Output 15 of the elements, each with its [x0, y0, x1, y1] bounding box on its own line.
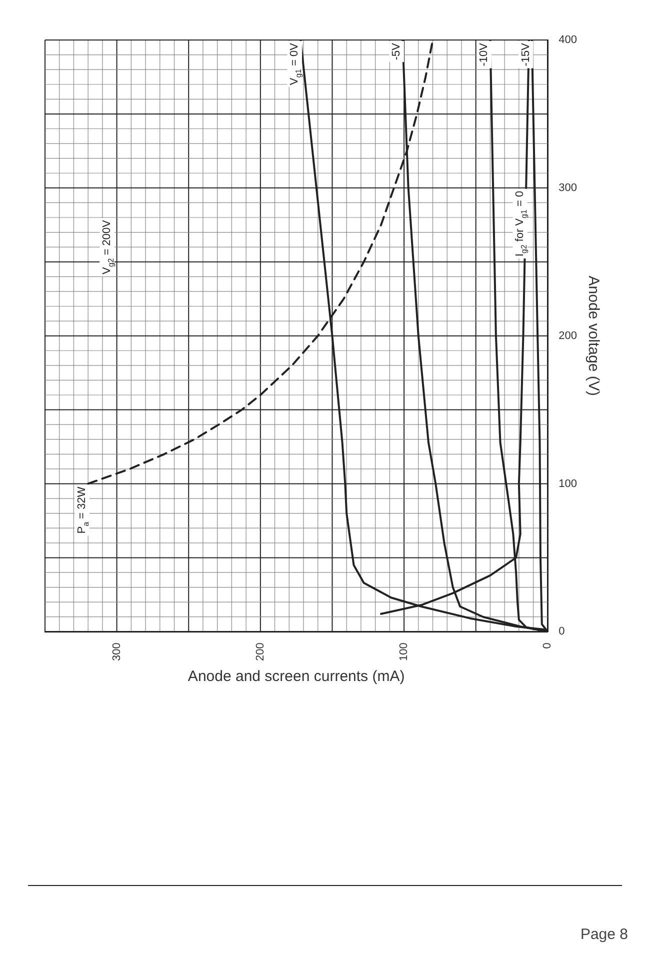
x-axis-title: Anode and screen currents (mA): [188, 668, 405, 686]
y-tick-label: 200: [558, 330, 578, 342]
annotation: -15V: [520, 42, 532, 66]
x-tick-label: 0: [542, 642, 554, 649]
y-tick-label: 300: [558, 182, 578, 194]
x-tick-label: 200: [254, 642, 266, 662]
y-tick-label: 100: [558, 478, 578, 490]
x-tick-label: 100: [398, 642, 410, 662]
y-axis-title: Anode voltage (V): [584, 276, 602, 396]
y-tick-label: 0: [558, 626, 565, 638]
annotation: -5V: [390, 42, 403, 60]
y-tick-label: 400: [558, 34, 578, 46]
annotation: -10V: [478, 42, 490, 66]
text: Page 8: [580, 926, 628, 943]
x-tick-label: 300: [110, 642, 123, 662]
